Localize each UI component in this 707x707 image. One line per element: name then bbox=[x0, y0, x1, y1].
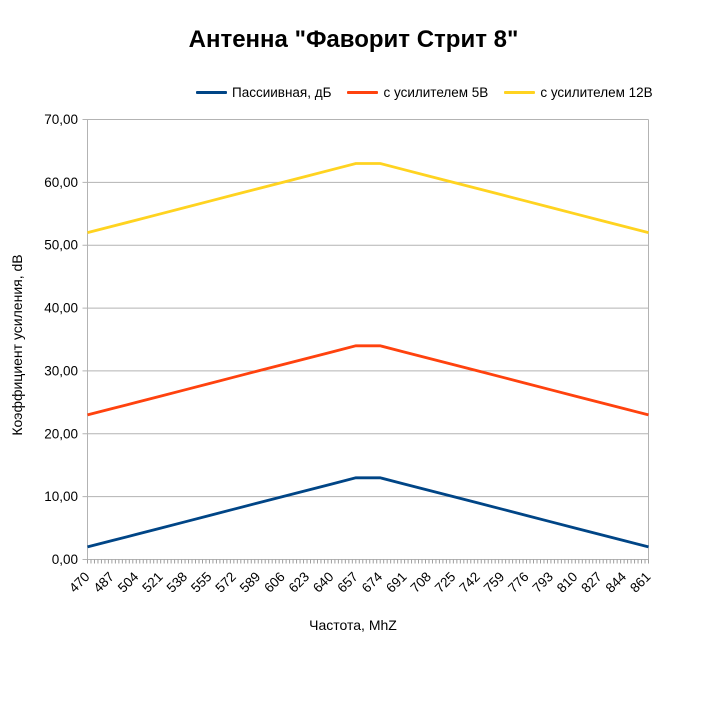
x-tick-label: 810 bbox=[554, 569, 581, 596]
x-tick-label: 742 bbox=[456, 569, 483, 596]
x-tick-label: 606 bbox=[261, 569, 288, 596]
y-tick-label: 0,00 bbox=[52, 552, 78, 567]
x-tick-label: 674 bbox=[359, 569, 386, 596]
legend-label-amp5v: с усилителем 5В bbox=[383, 85, 489, 100]
y-tick-labels: 0,00 10,00 20,00 30,00 40,00 50,00 60,00 70,00 bbox=[44, 112, 78, 567]
legend-label-amp12v: с усилителем 12В bbox=[540, 85, 653, 100]
y-tick-label: 70,00 bbox=[44, 112, 78, 127]
x-axis-title: Частота, MhZ bbox=[309, 617, 397, 633]
legend-line-swatch-passive bbox=[196, 91, 227, 94]
x-tick-label: 640 bbox=[310, 569, 337, 596]
legend-item-amp5v: с усилителем 5В bbox=[347, 85, 488, 100]
y-tick-label: 10,00 bbox=[44, 489, 78, 504]
x-tick-label: 504 bbox=[115, 569, 142, 596]
x-tick-label: 776 bbox=[505, 569, 532, 596]
x-tick-label: 572 bbox=[212, 569, 239, 596]
x-tick-label: 538 bbox=[164, 569, 191, 596]
axes bbox=[87, 119, 649, 560]
x-tick-label: 589 bbox=[237, 569, 264, 596]
x-tick-label: 691 bbox=[383, 569, 410, 596]
y-tick-label: 50,00 bbox=[44, 238, 78, 253]
y-gridlines bbox=[82, 119, 649, 560]
y-tick-label: 30,00 bbox=[44, 363, 78, 378]
x-tick-label: 708 bbox=[408, 569, 435, 596]
x-tick-label: 623 bbox=[286, 569, 313, 596]
legend-line-swatch-amp12v bbox=[504, 91, 536, 94]
x-tick-label: 487 bbox=[90, 569, 117, 596]
series-line-0 bbox=[87, 476, 649, 549]
y-tick-label: 40,00 bbox=[44, 301, 78, 316]
x-tick-label: 827 bbox=[578, 569, 605, 596]
legend-label-passive: Пассиивная, дБ bbox=[232, 85, 332, 100]
x-tick-labels: 4704875045215385555725896066236406576746… bbox=[66, 569, 654, 596]
y-axis-title: Коэффициент усиления, dB bbox=[9, 254, 25, 436]
series-line-1 bbox=[87, 344, 649, 417]
legend-item-amp12v: с усилителем 12В bbox=[504, 85, 653, 100]
x-minor-ticks bbox=[87, 559, 649, 564]
x-tick-label: 759 bbox=[481, 569, 508, 596]
legend-line-swatch-amp5v bbox=[347, 91, 379, 94]
legend: Пассиивная, дБ с усилителем 5В с усилите… bbox=[196, 85, 653, 100]
y-tick-label: 20,00 bbox=[44, 426, 78, 441]
series-line-2 bbox=[87, 162, 649, 234]
x-tick-label: 555 bbox=[188, 569, 215, 596]
x-tick-label: 793 bbox=[530, 569, 557, 596]
x-tick-label: 657 bbox=[334, 569, 361, 596]
x-tick-label: 470 bbox=[66, 569, 93, 596]
x-tick-label: 725 bbox=[432, 569, 459, 596]
chart-title: Антенна "Фаворит Стрит 8" bbox=[188, 26, 519, 53]
x-tick-label: 844 bbox=[603, 569, 630, 596]
y-tick-label: 60,00 bbox=[44, 175, 78, 190]
x-tick-label: 861 bbox=[627, 569, 654, 596]
legend-item-passive: Пассиивная, дБ bbox=[196, 85, 331, 100]
x-tick-label: 521 bbox=[139, 569, 166, 596]
